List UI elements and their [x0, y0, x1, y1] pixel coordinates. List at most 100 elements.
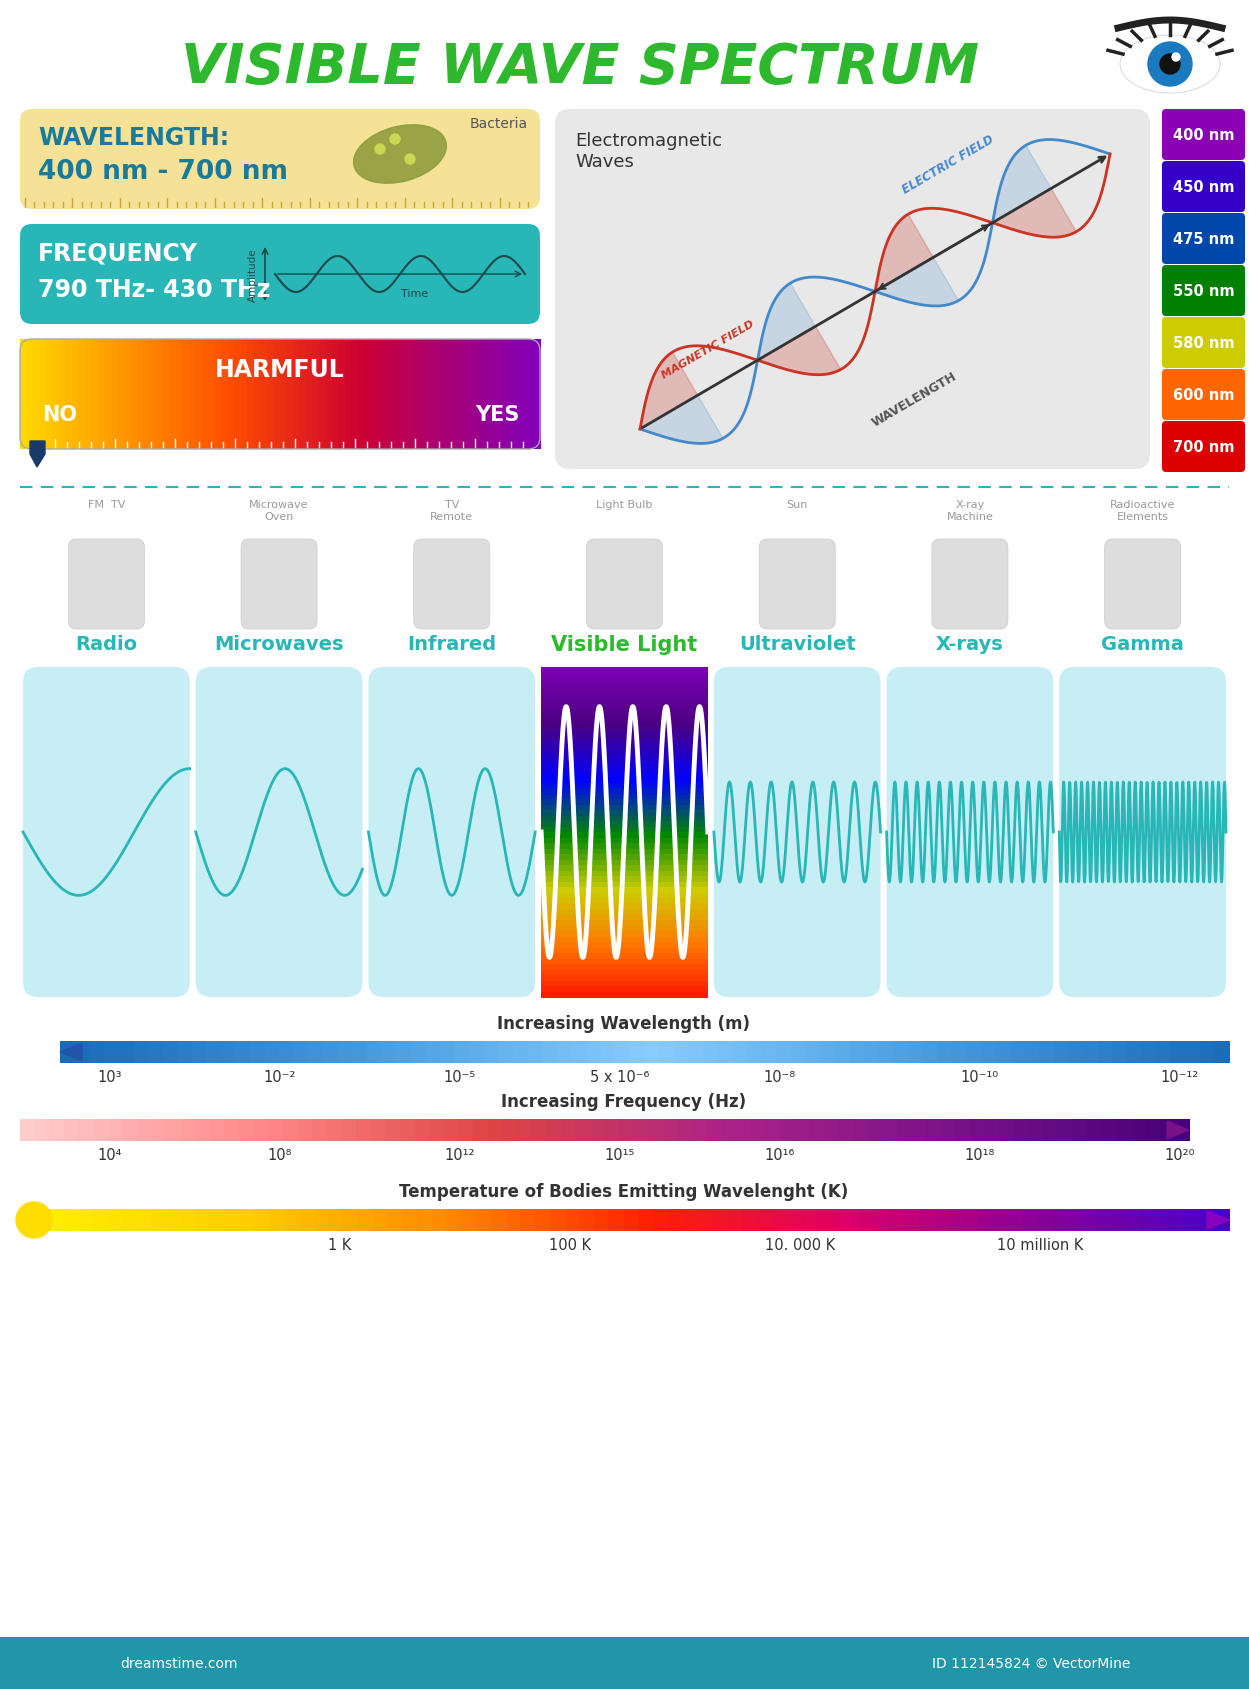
Bar [697, 1209, 713, 1231]
Bar [541, 728, 708, 735]
Bar [358, 339, 366, 449]
Bar [280, 1042, 295, 1064]
Bar [447, 1209, 462, 1231]
Bar [541, 969, 708, 976]
Bar [1037, 1209, 1053, 1231]
Text: Increasing Wavelength (m): Increasing Wavelength (m) [497, 1015, 751, 1032]
Text: 10⁻⁸: 10⁻⁸ [764, 1069, 796, 1084]
Text: Amplitude: Amplitude [249, 248, 259, 302]
Text: 550 nm: 550 nm [1173, 284, 1234, 299]
Bar [541, 789, 708, 796]
Bar [75, 1042, 90, 1064]
Bar [995, 1042, 1010, 1064]
Bar [663, 1120, 678, 1142]
FancyBboxPatch shape [241, 540, 317, 630]
Bar [541, 674, 708, 679]
Text: 100 K: 100 K [550, 1238, 591, 1253]
Bar [206, 1042, 222, 1064]
Bar [541, 921, 708, 927]
Bar [541, 794, 708, 801]
Bar [300, 339, 307, 449]
Bar [791, 1042, 807, 1064]
Bar [1145, 1120, 1160, 1142]
Bar [1110, 1209, 1127, 1231]
Bar [274, 339, 281, 449]
Text: 10³: 10³ [97, 1069, 122, 1084]
Bar [963, 1209, 979, 1231]
Bar [415, 1120, 430, 1142]
Bar [240, 1209, 256, 1231]
Bar [541, 843, 708, 850]
Bar [912, 1120, 927, 1142]
Bar [605, 1120, 620, 1142]
Bar [221, 1042, 236, 1064]
Bar [202, 339, 210, 449]
Bar [776, 1042, 792, 1064]
Bar [162, 1042, 177, 1064]
Bar [846, 1209, 861, 1231]
Bar [65, 339, 72, 449]
FancyBboxPatch shape [69, 540, 145, 630]
Bar [1130, 1120, 1147, 1142]
Bar [980, 1042, 997, 1064]
Bar [491, 1209, 507, 1231]
Bar [356, 1120, 372, 1142]
Text: 10¹⁶: 10¹⁶ [764, 1149, 796, 1162]
Text: Ultraviolet: Ultraviolet [739, 635, 856, 654]
Text: Bacteria: Bacteria [470, 117, 528, 132]
Text: Time: Time [401, 289, 428, 299]
Bar [541, 872, 708, 878]
Bar [411, 1042, 426, 1064]
Bar [1125, 1209, 1142, 1231]
Bar [225, 1120, 240, 1142]
Bar [541, 882, 708, 888]
Bar [580, 1209, 596, 1231]
Bar [20, 339, 27, 449]
Bar [166, 1209, 182, 1231]
Text: 1 K: 1 K [328, 1238, 352, 1253]
Bar [557, 1042, 572, 1064]
Bar [196, 339, 204, 449]
Bar [107, 1209, 122, 1231]
Text: 10¹⁵: 10¹⁵ [605, 1149, 636, 1162]
Bar [688, 1042, 704, 1064]
Bar [426, 1042, 441, 1064]
Bar [182, 339, 190, 449]
Text: 5 x 10⁻⁶: 5 x 10⁻⁶ [591, 1069, 649, 1084]
Bar [541, 762, 708, 767]
Bar [323, 1042, 338, 1064]
Bar [999, 1120, 1014, 1142]
FancyBboxPatch shape [20, 225, 540, 324]
Bar [965, 1042, 982, 1064]
Bar [443, 1120, 460, 1142]
Bar [117, 339, 125, 449]
FancyBboxPatch shape [759, 540, 836, 630]
Bar [904, 1209, 921, 1231]
Bar [285, 1209, 300, 1231]
Bar [874, 1209, 891, 1231]
Bar [572, 1042, 587, 1064]
Text: 10⁻⁵: 10⁻⁵ [443, 1069, 476, 1084]
Bar [448, 339, 456, 449]
Text: 10. 000 K: 10. 000 K [764, 1238, 836, 1253]
Bar [52, 339, 60, 449]
Bar [181, 1120, 196, 1142]
Bar [861, 1209, 876, 1231]
FancyBboxPatch shape [587, 540, 662, 630]
Polygon shape [639, 395, 723, 444]
Text: WAVELENGTH:: WAVELENGTH: [37, 127, 229, 150]
Bar [136, 1209, 152, 1231]
Bar [430, 1120, 445, 1142]
Bar [718, 1042, 733, 1064]
Bar [423, 339, 431, 449]
Bar [181, 1209, 196, 1231]
Text: 450 nm: 450 nm [1173, 179, 1234, 194]
FancyBboxPatch shape [368, 667, 535, 998]
Polygon shape [1167, 1121, 1189, 1140]
Bar [550, 1209, 566, 1231]
Bar [677, 1120, 693, 1142]
Bar [521, 1209, 536, 1231]
Bar [488, 339, 496, 449]
Bar [1170, 1209, 1185, 1231]
Bar [541, 777, 708, 784]
